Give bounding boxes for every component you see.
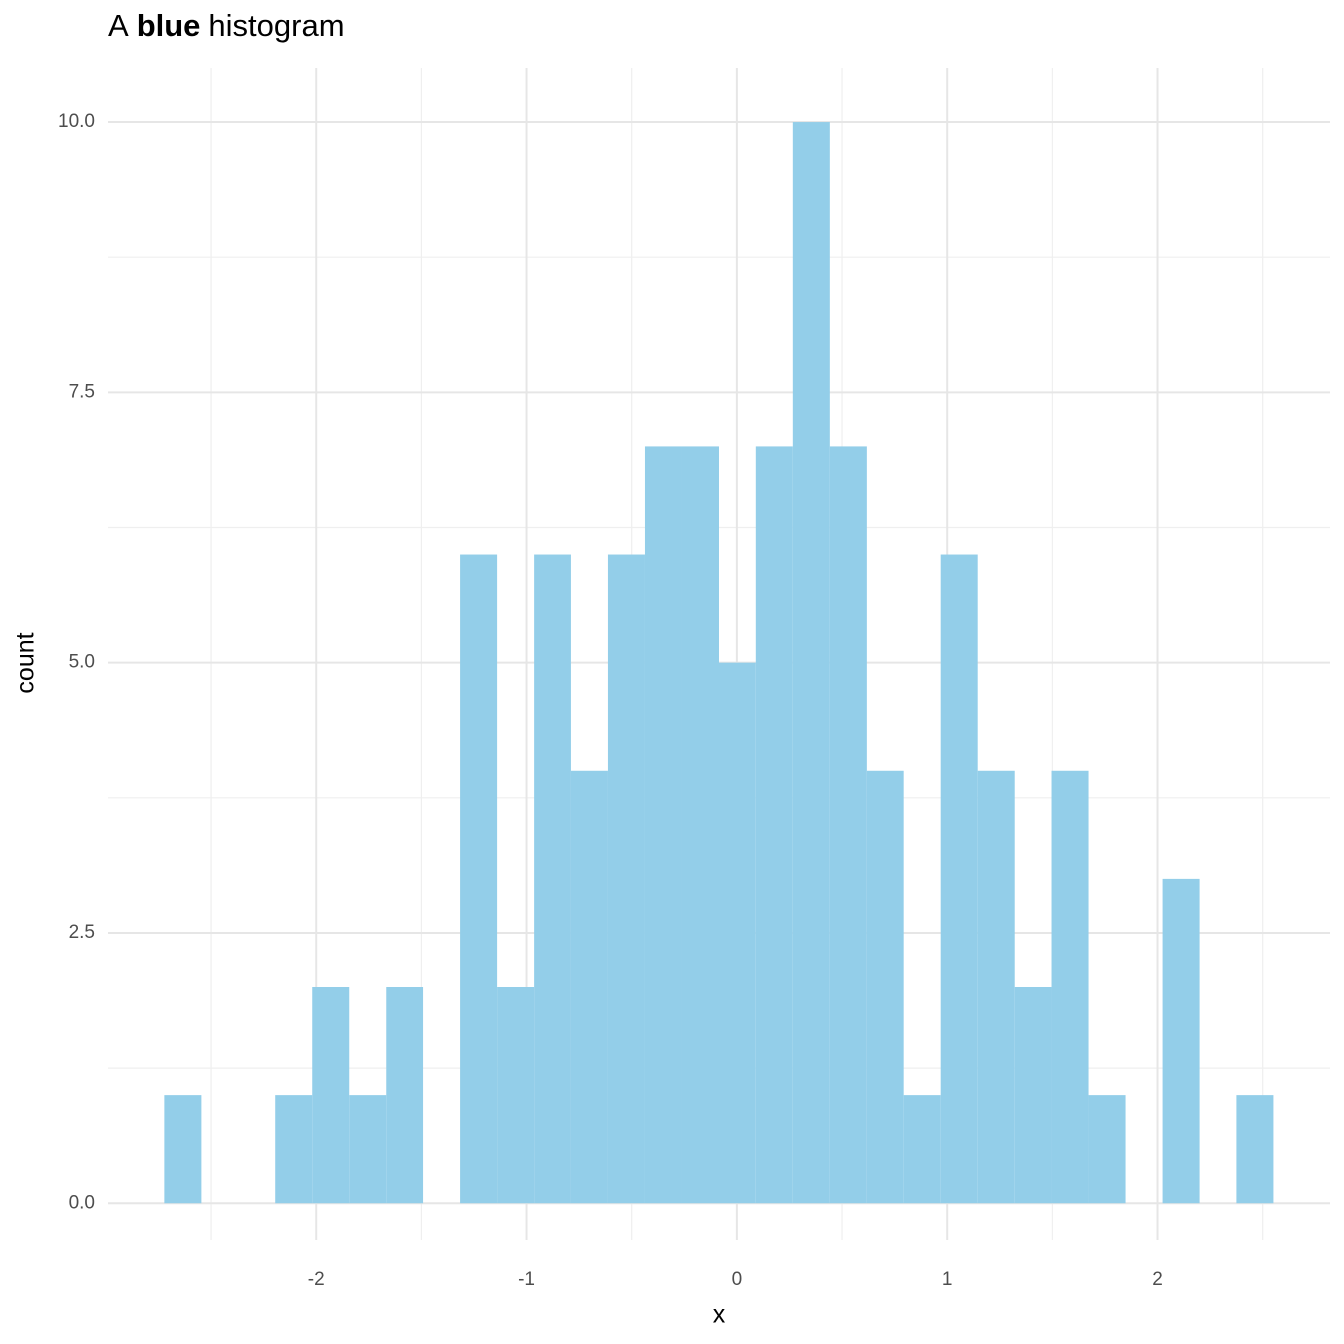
bar bbox=[1236, 1095, 1274, 1204]
y-tick-label: 2.5 bbox=[69, 922, 95, 943]
bar bbox=[644, 446, 682, 1204]
x-tick-label: -2 bbox=[308, 1269, 325, 1290]
x-tick-label: 2 bbox=[1152, 1269, 1163, 1290]
bar bbox=[792, 122, 830, 1204]
bar bbox=[497, 987, 535, 1204]
y-tick-label: 0.0 bbox=[69, 1192, 95, 1213]
y-axis-title: count bbox=[12, 632, 40, 693]
bar bbox=[1051, 770, 1089, 1204]
bar bbox=[1088, 1095, 1126, 1204]
y-tick-label: 7.5 bbox=[69, 381, 95, 402]
bar bbox=[940, 554, 978, 1204]
x-tick-label: 1 bbox=[942, 1269, 953, 1290]
bar bbox=[719, 662, 756, 1204]
bar bbox=[607, 554, 645, 1204]
title-part: A bbox=[108, 8, 129, 43]
bar bbox=[570, 770, 608, 1204]
bar bbox=[275, 1095, 313, 1204]
bar bbox=[1162, 878, 1200, 1204]
x-tick-label: -1 bbox=[518, 1269, 535, 1290]
bar bbox=[903, 1095, 941, 1204]
x-axis-title: x bbox=[713, 1301, 726, 1329]
y-tick-label: 5.0 bbox=[69, 652, 95, 673]
bar bbox=[164, 1095, 202, 1204]
bar bbox=[755, 446, 793, 1204]
bar bbox=[312, 987, 350, 1204]
bar bbox=[386, 987, 424, 1204]
bar bbox=[460, 554, 498, 1204]
bar bbox=[349, 1095, 387, 1204]
bar bbox=[866, 770, 904, 1204]
bar bbox=[829, 446, 867, 1204]
bar bbox=[1014, 987, 1052, 1204]
bar bbox=[681, 446, 719, 1204]
bar bbox=[534, 554, 571, 1204]
title-part: histogram bbox=[208, 8, 344, 43]
bar bbox=[977, 770, 1015, 1204]
title-part: blue bbox=[137, 8, 201, 43]
y-tick-label: 10.0 bbox=[58, 111, 95, 132]
x-tick-label: 0 bbox=[732, 1269, 743, 1290]
